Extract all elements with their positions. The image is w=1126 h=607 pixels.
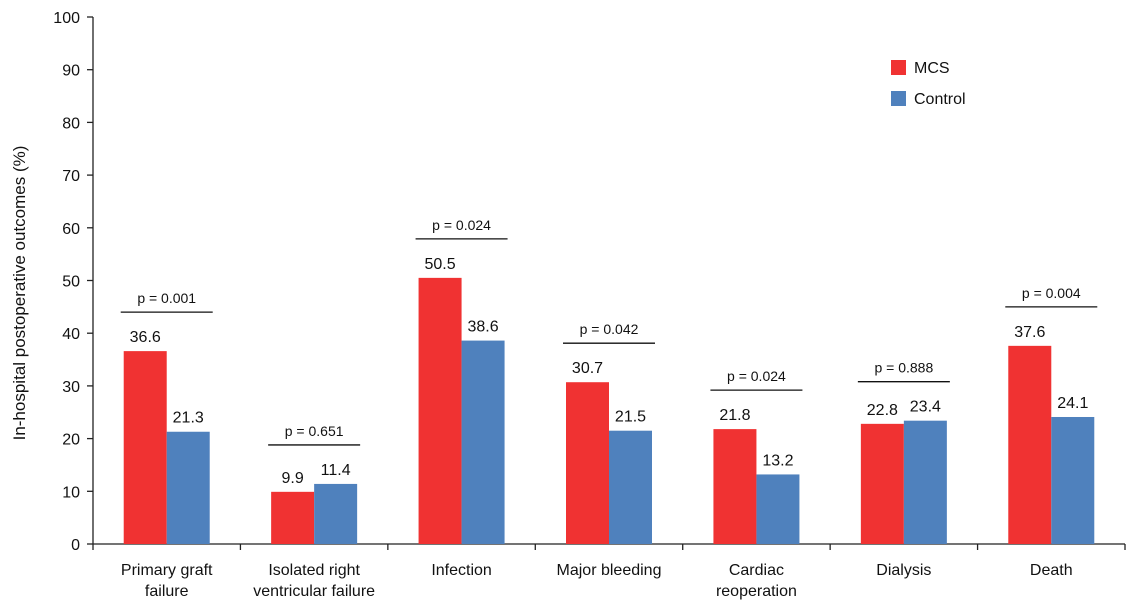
y-tick-label: 60 — [62, 221, 80, 238]
value-label-mcs: 30.7 — [572, 360, 603, 377]
x-category-label-line: Cardiac — [729, 562, 784, 579]
legend-swatch-control — [891, 91, 906, 106]
category-group: 37.6 24.1 p = 0.004 Death — [1005, 285, 1098, 579]
y-axis-title: In-hospital postoperative outcomes (%) — [10, 146, 29, 441]
category-group: 22.8 23.4 p = 0.888 Dialysis — [857, 360, 950, 579]
y-tick-label: 50 — [62, 274, 80, 291]
y-tick-label: 40 — [62, 326, 80, 343]
bar-mcs — [860, 423, 904, 544]
bar-mcs — [123, 351, 167, 544]
bar-mcs — [1008, 345, 1052, 544]
y-tick-label: 20 — [62, 432, 80, 449]
bar-control — [1051, 416, 1095, 544]
x-category-label: Major bleeding — [557, 562, 662, 579]
value-label-mcs: 22.8 — [867, 402, 898, 419]
y-tick-label: 100 — [53, 10, 80, 27]
bar-control — [461, 340, 505, 544]
p-value-label: p = 0.024 — [432, 217, 491, 233]
x-category-label: Death — [1030, 562, 1073, 579]
bar-control — [166, 431, 210, 544]
category-group: 21.8 13.2 p = 0.024 Cardiac reoperation — [710, 368, 803, 600]
x-category-label: Infection — [431, 562, 491, 579]
x-category-label: Dialysis — [876, 562, 931, 579]
x-category-label-line: Dialysis — [876, 562, 931, 579]
value-label-mcs: 9.9 — [282, 470, 304, 487]
value-label-control: 38.6 — [468, 319, 499, 336]
legend-label-mcs: MCS — [914, 60, 950, 77]
x-category-label-line: Death — [1030, 562, 1073, 579]
value-label-mcs: 50.5 — [425, 256, 456, 273]
value-label-control: 13.2 — [762, 452, 793, 469]
value-label-mcs: 36.6 — [130, 329, 161, 346]
y-tick-label: 10 — [62, 484, 80, 501]
bar-mcs — [713, 429, 757, 544]
p-value-label: p = 0.004 — [1022, 285, 1081, 301]
p-value-label: p = 0.651 — [285, 423, 344, 439]
bar-control — [756, 474, 800, 544]
y-tick-label: 80 — [62, 115, 80, 132]
legend-swatch-mcs — [891, 60, 906, 75]
legend-label-control: Control — [914, 91, 966, 108]
value-label-control: 23.4 — [910, 399, 941, 416]
value-label-control: 11.4 — [321, 462, 351, 479]
p-value-label: p = 0.888 — [874, 360, 933, 376]
x-category-label-line: Isolated right — [268, 562, 360, 579]
value-label-control: 21.5 — [615, 409, 646, 426]
x-category-label-line: Primary graft — [121, 562, 213, 579]
bar-mcs — [271, 491, 315, 544]
value-label-mcs: 21.8 — [719, 407, 750, 424]
p-value-label: p = 0.001 — [137, 290, 196, 306]
category-group: 50.5 38.6 p = 0.024 Infection — [415, 217, 508, 579]
bar-control — [314, 483, 358, 544]
y-tick-label: 30 — [62, 379, 80, 396]
bar-mcs — [418, 277, 462, 544]
x-category-label: Cardiac reoperation — [716, 562, 797, 600]
value-label-control: 21.3 — [173, 410, 204, 427]
x-category-label: Primary graft failure — [121, 562, 213, 600]
x-category-label: Isolated right ventricular failure — [253, 562, 375, 600]
y-tick-label: 0 — [71, 537, 80, 554]
category-group: 9.9 11.4 p = 0.651 Isolated right ventricula… — [253, 423, 375, 600]
category-group: 30.7 21.5 p = 0.042 Major bleeding — [557, 321, 662, 579]
x-category-label-line: Infection — [431, 562, 491, 579]
bar-control — [903, 420, 947, 544]
value-label-mcs: 37.6 — [1014, 324, 1045, 341]
x-category-label-line: failure — [145, 583, 189, 600]
x-category-label-line: reoperation — [716, 583, 797, 600]
p-value-label: p = 0.024 — [727, 368, 786, 384]
bar-control — [609, 430, 652, 544]
category-group: 36.6 21.3 p = 0.001 Primary graft failure — [120, 290, 213, 600]
legend: MCS Control — [891, 60, 966, 108]
y-tick-label: 70 — [62, 168, 80, 185]
x-category-label-line: Major bleeding — [557, 562, 662, 579]
bar-mcs — [566, 382, 609, 544]
x-category-label-line: ventricular failure — [253, 583, 375, 600]
plot-area: 0 10 20 30 40 50 60 70 80 90 100 36.6 21.3 p = 0.001 P… — [53, 10, 1126, 600]
value-label-control: 24.1 — [1057, 395, 1088, 412]
y-tick-label: 90 — [62, 63, 80, 80]
p-value-label: p = 0.042 — [580, 321, 639, 337]
